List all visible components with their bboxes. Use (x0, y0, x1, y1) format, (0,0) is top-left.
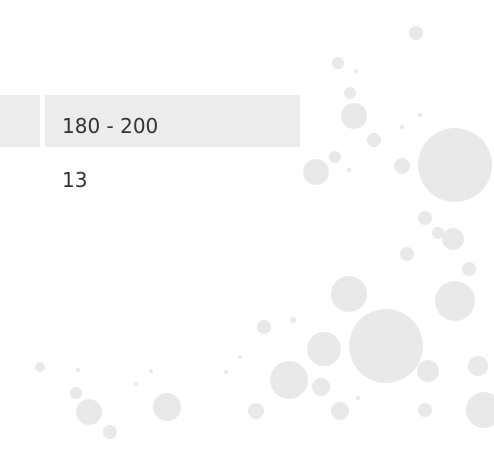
decoration (0, 0, 494, 450)
cell-text: 13 (62, 168, 87, 192)
header-cell (0, 95, 40, 147)
page: 180 - 200 13 (() => { const data = JSON.… (0, 0, 494, 450)
header-text: 180 - 200 (62, 114, 158, 138)
